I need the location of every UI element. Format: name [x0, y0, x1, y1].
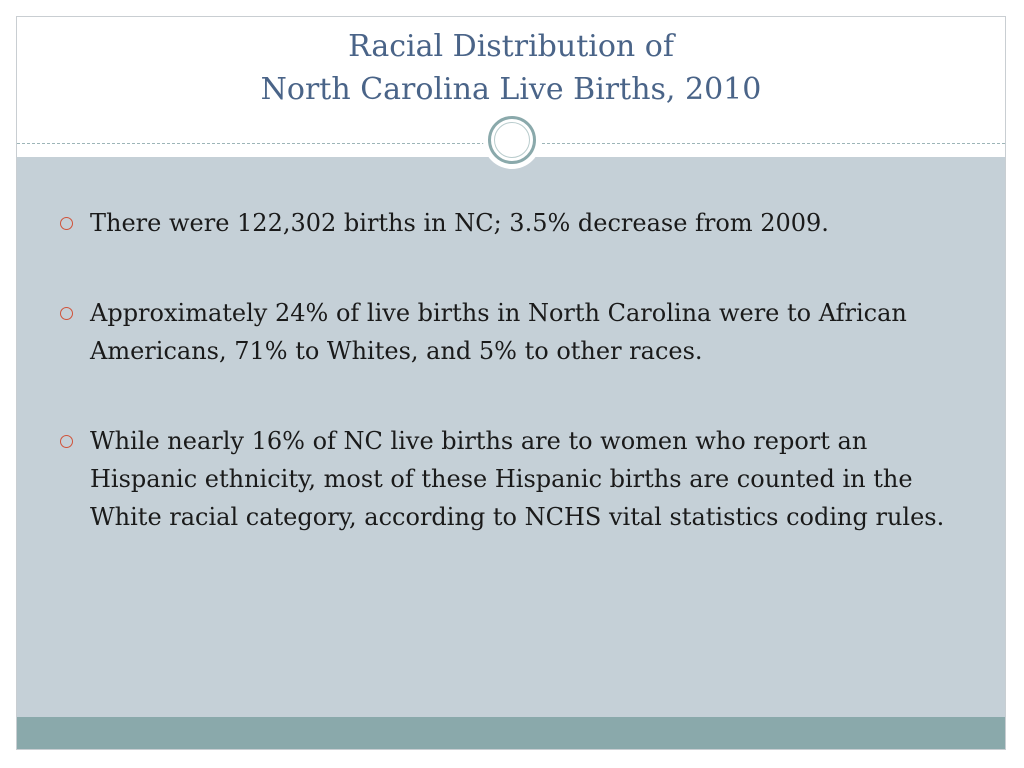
- slide: Racial Distribution of North Carolina Li…: [16, 16, 1006, 750]
- bullet-item: While nearly 16% of NC live births are t…: [60, 422, 950, 536]
- hollow-circle-bullet-icon: [60, 217, 73, 230]
- bullet-text: There were 122,302 births in NC; 3.5% de…: [90, 209, 829, 237]
- hollow-circle-bullet-icon: [60, 435, 73, 448]
- slide-title-line-1: Racial Distribution of: [348, 29, 674, 64]
- ring-icon: [488, 116, 536, 164]
- hollow-circle-bullet-icon: [60, 307, 73, 320]
- footer-bar: [17, 717, 1005, 749]
- content-area: [17, 157, 1005, 717]
- circle-ornament-icon: [483, 111, 541, 169]
- bullet-text: Approximately 24% of live births in Nort…: [90, 299, 907, 365]
- bullet-item: Approximately 24% of live births in Nort…: [60, 294, 950, 370]
- slide-title: Racial Distribution of North Carolina Li…: [17, 25, 1005, 111]
- bullet-text: While nearly 16% of NC live births are t…: [90, 427, 945, 531]
- inner-ring-icon: [494, 122, 530, 158]
- bullet-item: There were 122,302 births in NC; 3.5% de…: [60, 204, 950, 242]
- bullet-list: There were 122,302 births in NC; 3.5% de…: [60, 204, 950, 588]
- slide-title-line-2: North Carolina Live Births, 2010: [260, 72, 762, 107]
